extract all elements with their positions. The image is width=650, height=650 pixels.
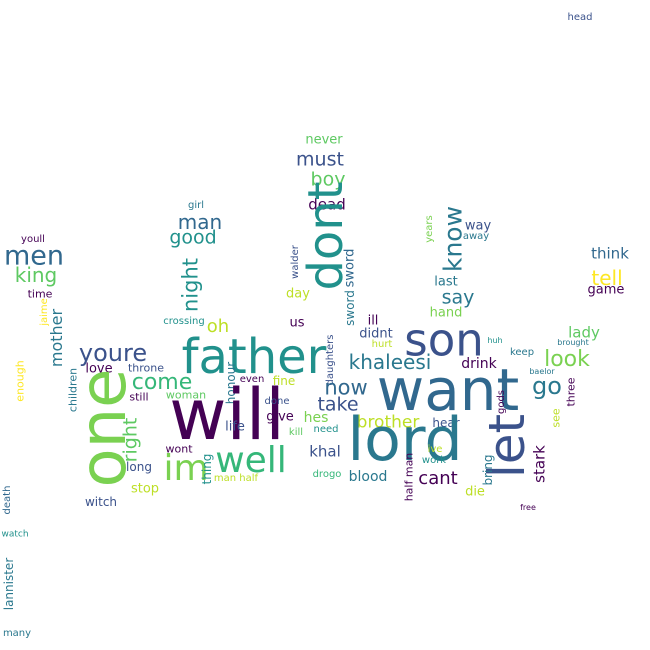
cloud-word: lord <box>347 405 463 475</box>
cloud-word: long <box>126 460 152 474</box>
cloud-word: tell <box>591 266 623 290</box>
cloud-word: drogo <box>312 469 342 480</box>
cloud-word: bring <box>481 454 495 486</box>
cloud-word: throne <box>127 361 165 375</box>
cloud-word: right <box>119 417 142 463</box>
cloud-word: will <box>169 374 285 456</box>
cloud-word: sword <box>343 290 357 326</box>
cloud-word: walder <box>290 245 301 279</box>
cloud-word: take <box>317 393 359 416</box>
cloud-word: girl <box>187 200 205 211</box>
cloud-word: away <box>462 231 490 242</box>
cloud-word: work <box>421 455 447 466</box>
cloud-word: crossing <box>163 316 205 327</box>
cloud-word: time <box>27 287 53 301</box>
cloud-word: witch <box>84 495 118 509</box>
cloud-word: done <box>264 396 290 407</box>
cloud-word: see <box>549 408 563 428</box>
cloud-word: hurt <box>371 339 393 350</box>
cloud-word: hes <box>303 410 329 426</box>
cloud-word: dead <box>308 195 346 214</box>
cloud-word: brother <box>356 412 420 433</box>
cloud-word: youll <box>21 234 45 245</box>
cloud-word: look <box>544 347 590 372</box>
cloud-word: well <box>215 440 287 481</box>
cloud-word: day <box>286 286 310 302</box>
cloud-word: life <box>225 419 245 435</box>
cloud-word: men <box>3 240 65 272</box>
cloud-word: stark <box>530 445 549 483</box>
cloud-word: go <box>532 372 562 400</box>
cloud-word: thing <box>200 453 214 485</box>
cloud-word: keep <box>509 347 535 358</box>
cloud-word: fine <box>272 374 296 388</box>
cloud-word: stop <box>130 481 160 497</box>
cloud-word: wont <box>165 442 193 456</box>
cloud-word: youre <box>78 339 148 367</box>
cloud-word: hear <box>432 416 460 430</box>
cloud-word: son <box>404 313 484 367</box>
cloud-word: come <box>131 370 193 395</box>
cloud-word: boy <box>310 168 346 191</box>
cloud-word: ive <box>427 444 443 455</box>
cloud-word: night <box>178 257 203 313</box>
cloud-word: im <box>163 448 209 489</box>
cloud-word: lady <box>568 323 600 342</box>
cloud-word: blood <box>348 469 388 485</box>
cloud-word: death <box>2 485 13 515</box>
cloud-word: cant <box>418 468 458 489</box>
cloud-word: oh <box>206 316 230 337</box>
cloud-word: even <box>239 374 265 385</box>
cloud-word: want <box>376 356 520 424</box>
cloud-word: years <box>424 215 435 243</box>
cloud-word: good <box>169 226 217 249</box>
cloud-word: sword <box>342 248 358 288</box>
cloud-word: never <box>305 132 343 148</box>
cloud-word: huh <box>487 336 503 345</box>
cloud-word: half man <box>402 452 416 502</box>
cloud-word: free <box>520 503 536 512</box>
cloud-word: many <box>2 628 32 639</box>
cloud-word: king <box>14 263 58 287</box>
cloud-word: us <box>289 315 305 331</box>
cloud-word: watch <box>1 529 29 540</box>
cloud-word: three <box>564 377 578 407</box>
cloud-word: brought <box>557 338 589 347</box>
cloud-word: die <box>465 484 485 500</box>
cloud-word: didnt <box>359 326 393 342</box>
cloud-word: hand <box>429 305 463 321</box>
cloud-word: head <box>567 12 593 23</box>
cloud-word: game <box>587 282 625 298</box>
cloud-word: ill <box>367 313 379 329</box>
cloud-word: khal <box>309 442 341 461</box>
cloud-word: drink <box>461 356 497 372</box>
cloud-word: mother <box>47 308 66 368</box>
cloud-word: father <box>181 329 327 385</box>
cloud-word: man <box>177 210 223 234</box>
cloud-word: baelor <box>529 367 555 376</box>
cloud-word: enough <box>13 360 27 402</box>
cloud-word: say <box>441 286 475 309</box>
cloud-word: now <box>324 375 368 400</box>
cloud-word: give <box>266 409 294 425</box>
cloud-word: know <box>438 205 468 273</box>
cloud-word: last <box>434 274 458 290</box>
cloud-word: woman <box>165 388 207 402</box>
cloud-word: gods <box>496 389 507 415</box>
cloud-word: still <box>129 390 149 404</box>
cloud-word: man half <box>213 473 259 484</box>
cloud-word: must <box>296 148 344 171</box>
cloud-word: khaleesi <box>348 350 432 374</box>
cloud-word: kill <box>288 427 304 438</box>
cloud-word: lannister <box>2 557 16 611</box>
cloud-word: need <box>313 424 339 435</box>
cloud-word: think <box>591 244 629 263</box>
cloud-word: way <box>464 218 492 234</box>
cloud-word: love <box>85 361 113 377</box>
